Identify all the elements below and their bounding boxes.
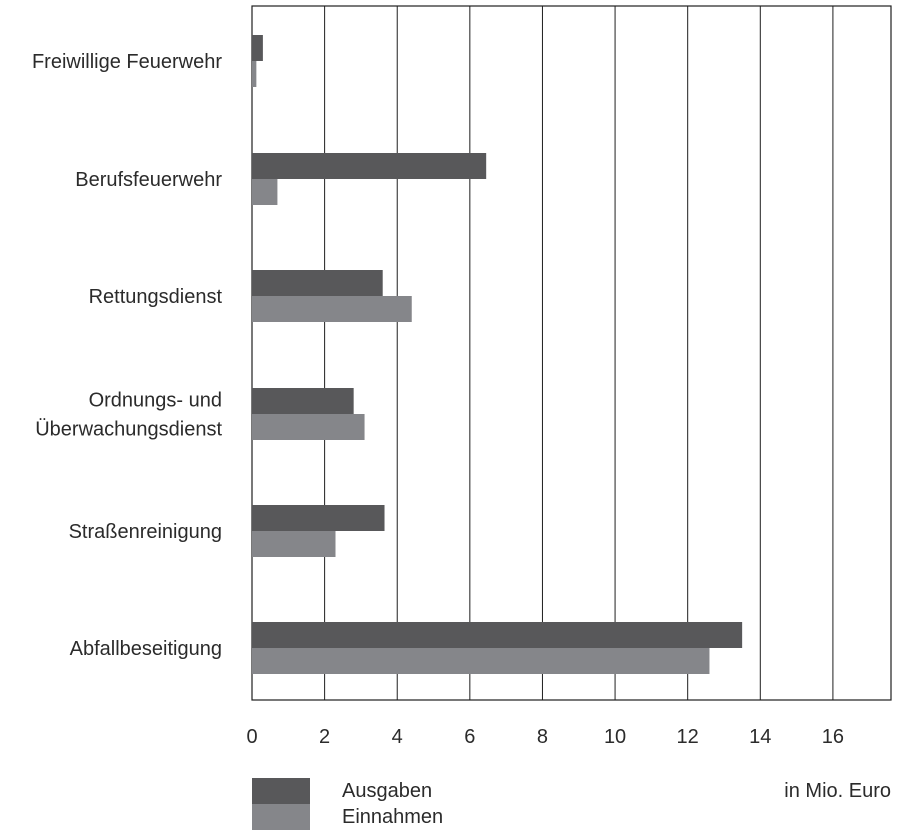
x-tick-label: 16 [822,726,844,748]
category-label: Straßenreinigung [69,521,222,543]
legend-swatch [252,804,310,830]
category-label: Rettungsdienst [89,286,223,308]
bar-ausgaben-4 [252,505,385,531]
bar-einnahmen-5 [252,648,710,674]
bar-ausgaben-3 [252,388,354,414]
bar-ausgaben-2 [252,270,383,296]
x-tick-label: 12 [677,726,699,748]
category-label: Überwachungsdienst [35,419,222,441]
category-label: Berufsfeuerwehr [75,169,222,191]
x-tick-label: 0 [246,726,257,748]
grid-lines [324,6,834,700]
bar-einnahmen-3 [252,414,365,440]
bar-einnahmen-4 [252,531,336,557]
x-tick-label: 6 [464,726,475,748]
legend-label: Ausgaben [342,780,432,802]
bar-einnahmen-0 [252,61,257,87]
category-label: Freiwillige Feuerwehr [32,51,222,73]
plot-frame [251,5,892,701]
legend-swatch [252,778,310,804]
x-tick-label: 4 [392,726,403,748]
bar-einnahmen-2 [252,296,412,322]
bar-ausgaben-1 [252,153,487,179]
legend: Ausgaben Einnahmen [252,778,443,830]
x-tick-labels: 0 2 4 6 8 10 12 14 16 [246,726,844,748]
bar-ausgaben-0 [252,35,263,61]
bars [252,35,743,674]
legend-label: Einnahmen [342,806,443,828]
x-tick-label: 14 [749,726,771,748]
category-label: Ordnungs- und [89,390,222,412]
bar-einnahmen-1 [252,179,278,205]
x-tick-label: 10 [604,726,626,748]
x-tick-label: 8 [537,726,548,748]
category-labels: Freiwillige Feuerwehr Berufsfeuerwehr Rett… [32,51,223,660]
category-label: Abfallbeseitigung [70,638,222,660]
x-tick-label: 2 [319,726,330,748]
unit-label: in Mio. Euro [784,780,891,802]
bar-ausgaben-5 [252,622,743,648]
